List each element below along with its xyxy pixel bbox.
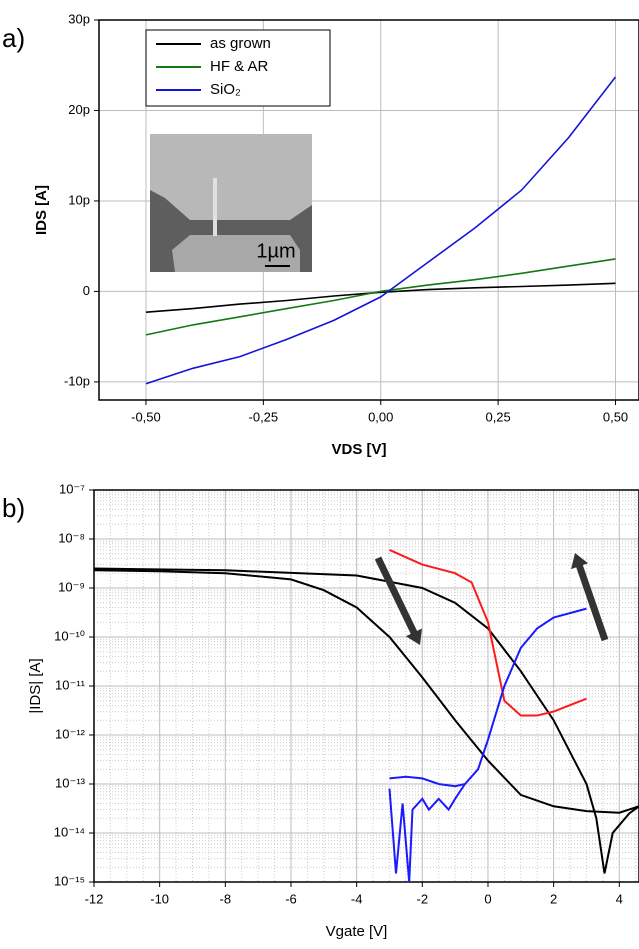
y-tick-label: 10p (68, 192, 90, 207)
x-axis-label: VDS [V] (331, 441, 386, 458)
y-tick-label: 0 (83, 283, 90, 298)
x-tick-label: -12 (85, 891, 104, 906)
y-tick-label: 30p (68, 11, 90, 26)
panel-label: b) (2, 493, 25, 523)
x-tick-label: -2 (417, 891, 429, 906)
legend-label: SiO₂ (210, 81, 241, 98)
legend-label: as grown (210, 35, 271, 52)
series-line (145, 76, 617, 385)
arrow-shaft (574, 561, 609, 642)
arrow-head (571, 553, 589, 570)
x-tick-label: -4 (351, 891, 363, 906)
y-axis-label: |IDS| [A] (27, 658, 44, 713)
series-line (389, 548, 587, 717)
series-line (145, 258, 616, 336)
y-tick-label: 10⁻¹¹ (55, 677, 86, 692)
x-axis-label: Vgate [V] (326, 923, 388, 940)
inset-wire (213, 178, 217, 236)
inset-structure (150, 134, 312, 220)
series-line (388, 783, 466, 883)
y-tick-label: 10⁻¹² (55, 726, 86, 741)
x-tick-label: -0,25 (249, 409, 279, 424)
x-tick-label: 0,25 (485, 409, 510, 424)
y-tick-label: 10⁻¹⁰ (54, 628, 85, 643)
x-tick-label: -0,50 (131, 409, 161, 424)
series-line (389, 607, 587, 788)
series-line (145, 282, 616, 313)
x-tick-label: -6 (285, 891, 297, 906)
plot-frame (98, 19, 639, 401)
y-tick-label: 10⁻⁹ (58, 579, 85, 594)
y-tick-label: 10⁻⁸ (58, 530, 85, 545)
series-line (93, 569, 639, 814)
legend-label: HF & AR (210, 58, 269, 75)
y-tick-label: 10⁻¹⁴ (54, 824, 85, 839)
plot-frame (93, 489, 639, 883)
x-tick-label: 0,50 (603, 409, 628, 424)
y-tick-label: -10p (64, 373, 90, 388)
inset-label: 1µm (256, 240, 295, 262)
x-tick-label: 2 (550, 891, 557, 906)
y-axis-label: IDS [A] (33, 185, 50, 235)
x-tick-label: -8 (220, 891, 232, 906)
y-tick-label: 10⁻¹³ (55, 775, 86, 790)
inset-image: 1µm (150, 134, 312, 272)
y-tick-label: 20p (68, 102, 90, 117)
x-tick-label: -10 (150, 891, 169, 906)
arrow-head (405, 628, 423, 645)
y-tick-label: 10⁻⁷ (59, 481, 85, 496)
arrow-shaft (374, 556, 419, 638)
inset-structure (172, 235, 300, 272)
series-line (93, 567, 639, 874)
x-tick-label: 0 (484, 891, 491, 906)
x-tick-label: 0,00 (368, 409, 393, 424)
x-tick-label: 4 (616, 891, 623, 906)
y-tick-label: 10⁻¹⁵ (54, 873, 85, 888)
panel-label: a) (2, 23, 25, 53)
